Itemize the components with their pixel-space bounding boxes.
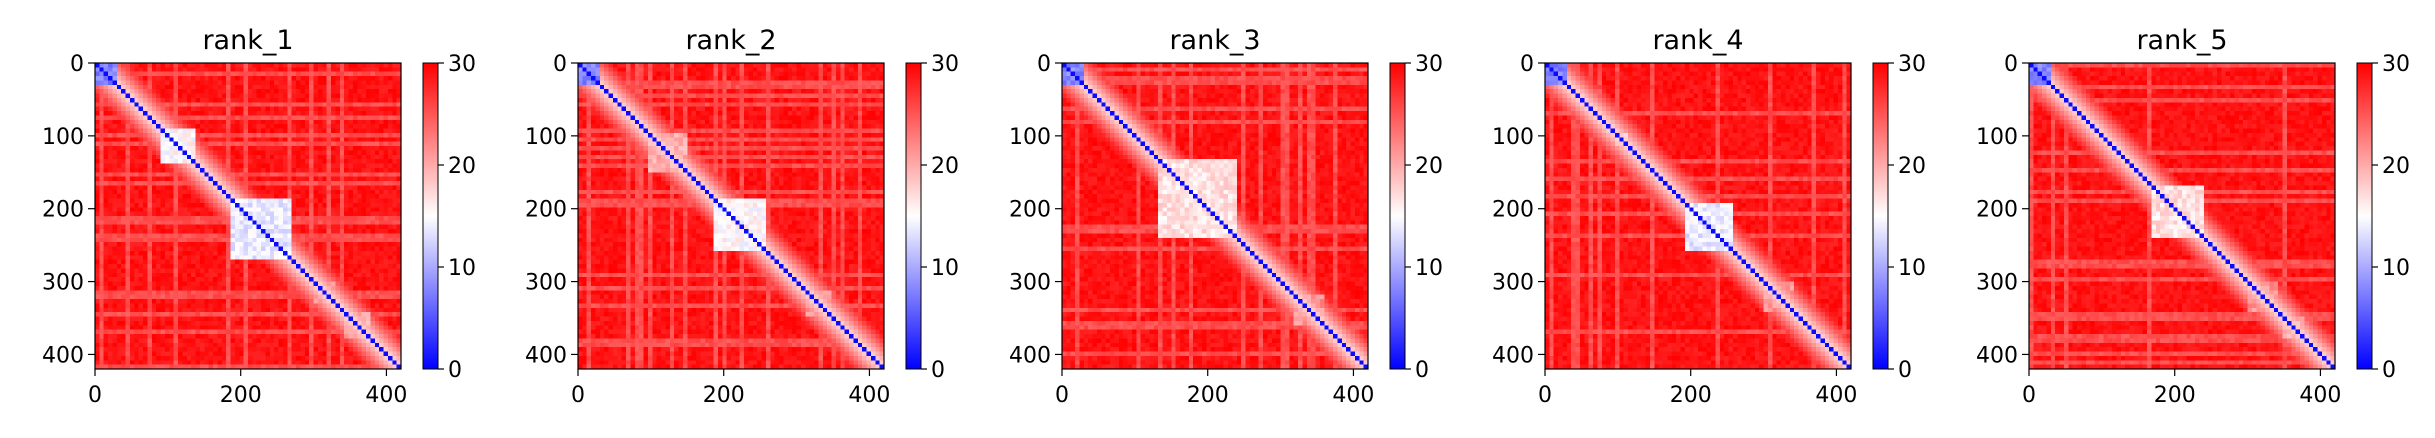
colorbar-tick-label: 30	[1415, 52, 1443, 77]
y-tick-label: 200	[1009, 198, 1051, 223]
colorbar	[1390, 63, 1405, 369]
x-tick-label: 200	[2154, 383, 2196, 408]
heatmap-image	[578, 63, 884, 369]
y-tick-label: 0	[1520, 52, 1534, 77]
heatmap-image	[95, 63, 401, 369]
colorbar-tick-label: 10	[448, 256, 476, 281]
y-tick-label: 300	[42, 271, 84, 296]
y-tick-label: 100	[42, 125, 84, 150]
x-tick-label: 200	[220, 383, 262, 408]
y-tick-label: 0	[2004, 52, 2018, 77]
panel-2	[571, 63, 927, 376]
y-tick-label: 100	[1492, 125, 1534, 150]
colorbar-tick-label: 20	[448, 154, 476, 179]
colorbar	[906, 63, 921, 369]
y-tick-label: 400	[42, 343, 84, 368]
colorbar	[1873, 63, 1888, 369]
chart-title: rank_1	[202, 25, 293, 56]
heatmap-image	[1062, 63, 1368, 369]
colorbar-tick-label: 30	[1898, 52, 1926, 77]
y-tick-label: 400	[1492, 343, 1534, 368]
y-tick-label: 400	[1009, 343, 1051, 368]
panel-1	[88, 63, 444, 376]
x-tick-label: 0	[1055, 383, 1069, 408]
chart-title: rank_3	[1169, 25, 1260, 56]
y-tick-label: 200	[1976, 198, 2018, 223]
colorbar-tick-label: 20	[1415, 154, 1443, 179]
y-tick-label: 0	[553, 52, 567, 77]
y-tick-label: 0	[70, 52, 84, 77]
y-tick-label: 200	[1492, 198, 1534, 223]
chart-title: rank_5	[2136, 25, 2227, 56]
colorbar-tick-label: 10	[1898, 256, 1926, 281]
colorbar-tick-label: 0	[448, 358, 462, 383]
chart-title: rank_4	[1652, 25, 1743, 56]
x-tick-label: 0	[571, 383, 585, 408]
y-tick-label: 400	[1976, 343, 2018, 368]
x-tick-label: 400	[1332, 383, 1374, 408]
x-tick-label: 0	[88, 383, 102, 408]
colorbar	[423, 63, 438, 369]
colorbar-tick-label: 30	[931, 52, 959, 77]
x-tick-label: 0	[2022, 383, 2036, 408]
colorbar-tick-label: 10	[2382, 256, 2410, 281]
panel-4	[1538, 63, 1894, 376]
colorbar-tick-label: 0	[2382, 358, 2396, 383]
x-tick-label: 400	[848, 383, 890, 408]
colorbar-tick-label: 0	[1415, 358, 1429, 383]
x-tick-label: 0	[1538, 383, 1552, 408]
y-tick-label: 200	[525, 198, 567, 223]
y-tick-label: 100	[1009, 125, 1051, 150]
heatmap-image	[1545, 63, 1851, 369]
colorbar-tick-label: 30	[448, 52, 476, 77]
x-tick-label: 200	[703, 383, 745, 408]
x-tick-label: 200	[1670, 383, 1712, 408]
heatmap-image	[2029, 63, 2335, 369]
panel-5	[2022, 63, 2378, 376]
colorbar-tick-label: 0	[931, 358, 945, 383]
x-tick-label: 400	[365, 383, 407, 408]
y-tick-label: 200	[42, 198, 84, 223]
x-tick-label: 200	[1187, 383, 1229, 408]
y-tick-label: 300	[1009, 271, 1051, 296]
y-tick-label: 300	[525, 271, 567, 296]
colorbar-tick-label: 20	[931, 154, 959, 179]
colorbar-tick-label: 10	[931, 256, 959, 281]
chart-title: rank_2	[685, 25, 776, 56]
y-tick-label: 0	[1037, 52, 1051, 77]
colorbar	[2357, 63, 2372, 369]
y-tick-label: 100	[1976, 125, 2018, 150]
y-tick-label: 400	[525, 343, 567, 368]
x-tick-label: 400	[2299, 383, 2341, 408]
y-tick-label: 300	[1492, 271, 1534, 296]
colorbar-tick-label: 0	[1898, 358, 1912, 383]
panel-3	[1055, 63, 1411, 376]
y-tick-label: 300	[1976, 271, 2018, 296]
colorbar-tick-label: 30	[2382, 52, 2410, 77]
x-tick-label: 400	[1815, 383, 1857, 408]
y-tick-label: 100	[525, 125, 567, 150]
colorbar-tick-label: 20	[2382, 154, 2410, 179]
colorbar-tick-label: 20	[1898, 154, 1926, 179]
colorbar-tick-label: 10	[1415, 256, 1443, 281]
